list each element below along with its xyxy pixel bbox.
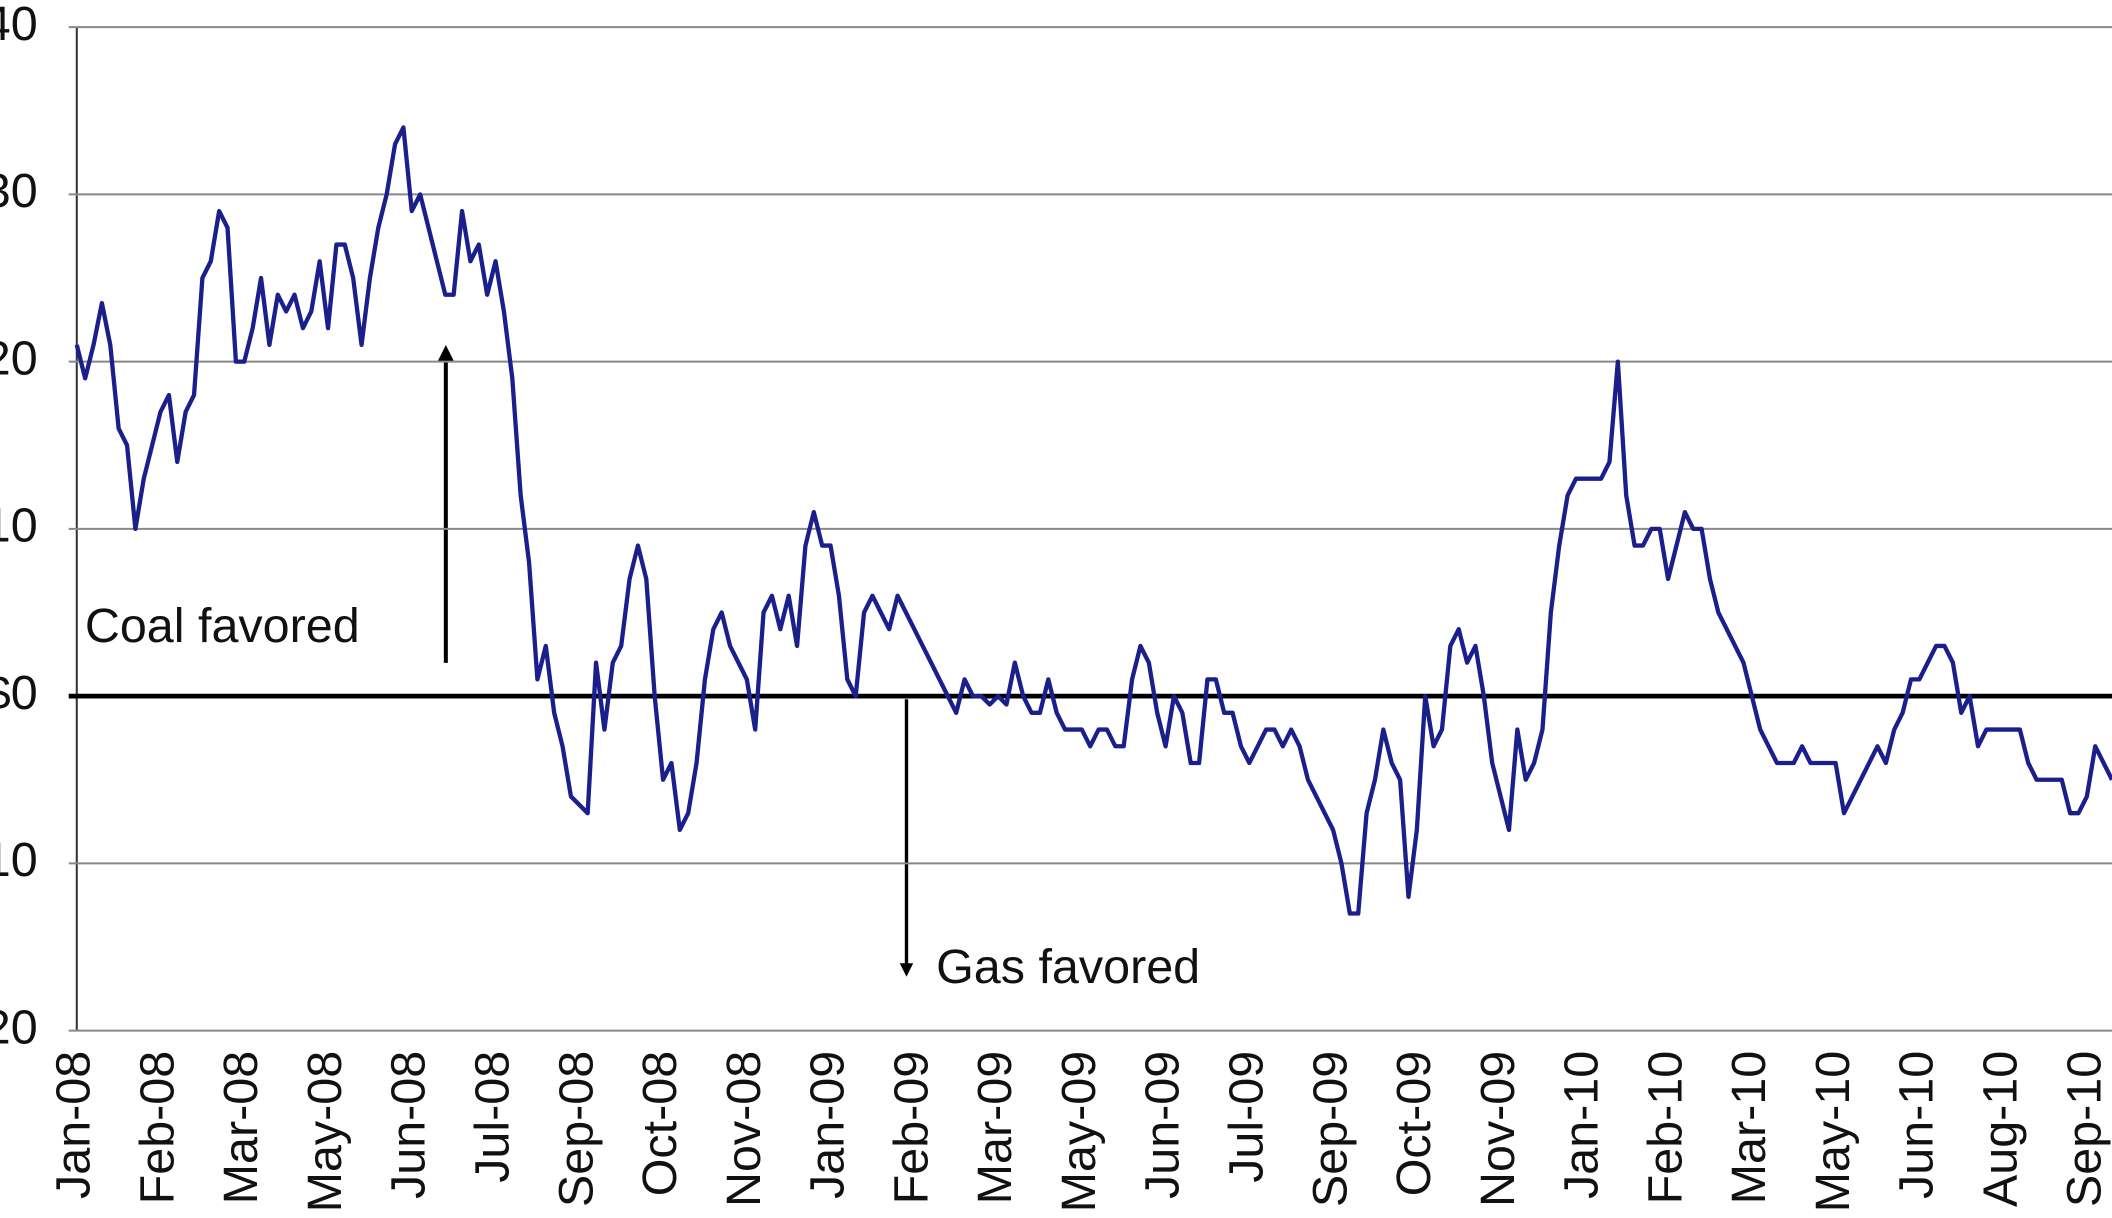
x-tick-label: Jan-09 [801,1051,855,1199]
line-series [74,125,2112,916]
x-tick-label: Feb-10 [1638,1051,1692,1205]
x-tick-label: Mar-09 [968,1051,1022,1205]
y-tick-label: -$10 [0,833,38,887]
x-tick-label: Sep-08 [549,1051,603,1207]
y-tick-label: $0 [0,666,38,720]
x-tick-label: May-09 [1052,1051,1106,1213]
x-tick-label: Jan-10 [1555,1051,1609,1199]
x-tick-label: Nov-08 [717,1051,771,1207]
x-tick-label: Jun-08 [382,1051,436,1199]
x-tick-label: Nov-09 [1471,1051,1525,1207]
x-tick-label: Feb-09 [884,1051,938,1205]
x-tick-label: Aug-10 [1974,1051,2028,1207]
x-tick-label: Sep-09 [1303,1051,1357,1207]
y-tick-label: $20 [0,331,38,385]
x-tick-label: Oct-08 [633,1051,687,1196]
x-tick-label: May-10 [1806,1051,1860,1213]
x-tick-label: Mar-10 [1722,1051,1776,1205]
x-tick-label: Jun-09 [1136,1051,1190,1199]
x-tick-label: Jan-08 [47,1051,101,1199]
annotation: Gas favored [936,940,1200,994]
x-tick-label: Jul-09 [1220,1051,1274,1183]
x-tick-label: Sep-10 [2057,1051,2111,1207]
y-tick-label: $10 [0,499,38,553]
x-tick-label: Oct-09 [1387,1051,1441,1196]
x-tick-label: Mar-08 [214,1051,268,1205]
x-tick-label: Jun-10 [1890,1051,1944,1199]
x-tick-label: Jul-08 [465,1051,519,1183]
y-tick-label: -$20 [0,1000,38,1054]
annotation: Coal favored [85,599,360,653]
x-tick-label: May-08 [298,1051,352,1213]
y-tick-label: $30 [0,164,38,218]
y-tick-label: $40 [0,0,38,51]
x-tick-label: Feb-08 [130,1051,184,1205]
